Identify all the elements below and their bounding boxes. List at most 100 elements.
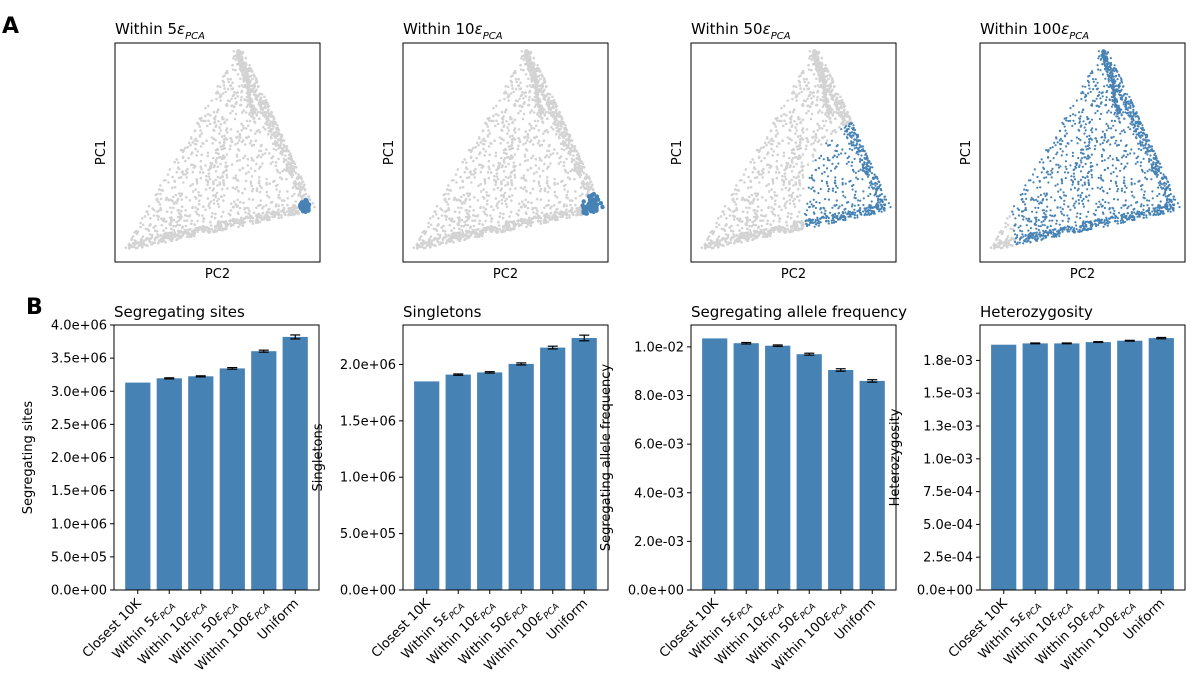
y-axis-label: Heterozygosity: [888, 408, 903, 506]
error-bar: [258, 349, 269, 353]
y-tick-label: 1.5e-03: [923, 387, 973, 402]
bar-chart-2: Singletons 0.0e+00 5.0e+05 1.0e+06 1.5e+06 2.…: [311, 303, 609, 674]
scatter-points: [989, 49, 1181, 250]
scatter-ylabel: PC1: [670, 140, 685, 165]
bar: [1085, 342, 1111, 590]
bar: [540, 347, 566, 590]
bar: [445, 374, 471, 590]
y-tick-label: 2.5e+06: [51, 418, 107, 433]
scatter-xlabel: PC2: [205, 267, 230, 282]
bar-chart-1: Segregating sites 0.0e+00 5.0e+05 1.0e+06 1.…: [21, 303, 320, 674]
y-tick-label: 1.0e+06: [51, 517, 107, 532]
y-tick-label: 2.0e+06: [51, 451, 107, 466]
y-axis-label: Segregating sites: [21, 401, 36, 515]
y-axis-label: Segregating allele frequency: [599, 364, 614, 552]
bar: [796, 354, 822, 590]
error-bar: [227, 366, 238, 370]
panel-label-a: A: [2, 14, 19, 39]
scatter-title-2: Within 10εPCA: [403, 20, 503, 42]
error-bar: [867, 379, 878, 383]
y-tick-label: 2.0e+06: [340, 358, 396, 373]
scatter-panel-1: Within 5εPCA PC2 PC1: [94, 20, 321, 282]
chart-title: Heterozygosity: [980, 303, 1093, 321]
scatter-panel-4: Within 100εPCA PC2 PC1: [959, 20, 1186, 282]
y-tick-label: 1.8e-03: [923, 354, 973, 369]
bar: [571, 338, 597, 590]
chart-title: Segregating allele frequency: [691, 303, 907, 321]
scatter-title-1: Within 5εPCA: [115, 20, 205, 42]
chart-frame: [690, 324, 897, 591]
x-tick-label: Uniform: [1121, 596, 1168, 643]
error-bar: [1156, 336, 1167, 340]
bar: [156, 378, 182, 590]
bar: [859, 380, 885, 590]
error-bar: [741, 341, 752, 345]
error-bar: [453, 373, 464, 376]
error-bar: [1124, 339, 1135, 342]
y-tick-label: 6.0e-03: [634, 438, 684, 453]
bar-chart-4: Heterozygosity 0.0e+00 2.5e-04 5.0e-04 7.5e-…: [888, 303, 1186, 674]
x-tick-label: Uniform: [255, 596, 302, 643]
y-tick-label: 5.0e+05: [340, 527, 396, 542]
x-tick-label: Uniform: [544, 596, 591, 643]
y-tick-label: 0.0e+00: [51, 584, 107, 599]
error-bar: [484, 371, 495, 374]
bar: [1022, 343, 1048, 590]
scatter-ylabel: PC1: [94, 140, 109, 165]
y-tick-label: 2.0e-03: [634, 535, 684, 550]
bar: [414, 381, 440, 590]
y-tick-label: 2.5e-04: [923, 551, 973, 566]
scatter-panel-2: Within 10εPCA PC2 PC1: [382, 20, 609, 282]
error-bar: [1093, 341, 1104, 344]
y-tick-label: 1.3e-03: [923, 420, 973, 435]
bar: [125, 382, 151, 590]
error-bar: [290, 334, 301, 340]
y-tick-label: 1.0e+06: [340, 471, 396, 486]
y-tick-label: 7.5e-04: [923, 485, 973, 500]
error-bar: [195, 375, 206, 378]
scatter-panel-3: Within 50εPCA PC2 PC1: [670, 20, 897, 282]
chart-frame: [402, 324, 609, 591]
y-tick-label: 1.0e-03: [923, 452, 973, 467]
bar: [188, 376, 214, 590]
y-tick-label: 4.0e-03: [634, 486, 684, 501]
scatter-ylabel: PC1: [959, 140, 974, 165]
y-tick-label: 4.0e+06: [51, 319, 107, 334]
bar: [477, 372, 503, 590]
scatter-frame: [402, 42, 609, 263]
bar: [1054, 343, 1080, 590]
scatter-title-3: Within 50εPCA: [691, 20, 791, 42]
y-axis-label: Singletons: [311, 423, 326, 491]
y-tick-label: 8.0e-03: [634, 389, 684, 404]
error-bar: [772, 344, 783, 347]
y-tick-label: 5.0e+05: [51, 550, 107, 565]
bar: [219, 368, 245, 590]
y-tick-label: 1.5e+06: [340, 414, 396, 429]
bar: [282, 336, 308, 590]
error-bar: [547, 345, 558, 350]
bar: [1117, 340, 1143, 590]
bar: [251, 351, 277, 590]
error-bar: [804, 352, 815, 356]
bar: [733, 343, 759, 590]
x-tick-label: Uniform: [832, 596, 879, 643]
error-bar: [579, 334, 590, 342]
bar: [765, 345, 791, 590]
y-tick-label: 1.5e+06: [51, 484, 107, 499]
y-tick-label: 0.0e+00: [340, 584, 396, 599]
y-tick-label: 1.0e-02: [634, 340, 684, 355]
y-tick-label: 3.5e+06: [51, 352, 107, 367]
bar: [1148, 338, 1174, 590]
bar: [508, 363, 534, 590]
scatter-frame: [114, 42, 321, 263]
scatter-points: [700, 48, 892, 250]
error-bar: [164, 377, 175, 380]
error-bar: [1061, 342, 1072, 345]
bar-chart-3: Segregating allele frequency 0.0e+00 2.0e-…: [599, 303, 907, 674]
chart-title: Segregating sites: [114, 303, 245, 321]
error-bar: [1030, 342, 1041, 345]
scatter-points: [412, 48, 605, 250]
bar-chart-row: Segregating sites 0.0e+00 5.0e+05 1.0e+06 1.…: [21, 303, 1186, 674]
chart-frame: [113, 324, 320, 591]
